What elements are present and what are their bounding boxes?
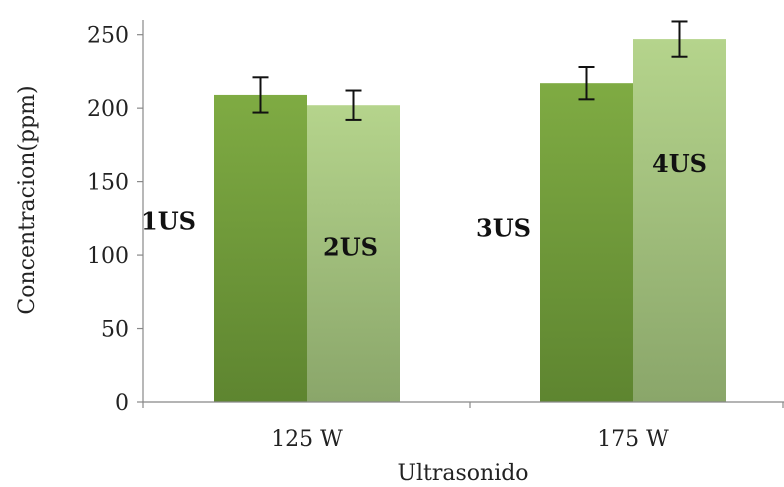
y-tick-label: 50 xyxy=(101,318,129,343)
bar-label-3us: 3US xyxy=(476,214,531,243)
bar-1us xyxy=(214,94,307,402)
x-axis-title: Ultrasonido xyxy=(397,461,528,486)
y-tick-label: 250 xyxy=(87,24,129,49)
y-axis-title: Concentracion(ppm) xyxy=(15,85,40,314)
bar-3us xyxy=(540,83,633,402)
bar-label-4us: 4US xyxy=(652,149,707,178)
axes-group: 0 50 100 150 200 250 125 W 175 W xyxy=(87,20,784,452)
y-tick-label: 0 xyxy=(115,391,129,416)
x-tick-label: 125 W xyxy=(271,427,343,452)
y-tick-label: 150 xyxy=(87,171,129,196)
bar-labels-group: 1US 2US 3US 4US xyxy=(141,149,707,262)
bar-2us xyxy=(307,105,400,402)
y-tick-label: 200 xyxy=(87,97,129,122)
bars-group xyxy=(214,39,726,402)
error-bars-group xyxy=(252,20,688,121)
bar-label-1us: 1US xyxy=(141,206,196,235)
bar-4us xyxy=(633,39,726,402)
x-tick-label: 175 W xyxy=(597,427,669,452)
y-tick-label: 100 xyxy=(87,244,129,269)
bar-label-2us: 2US xyxy=(323,233,378,262)
